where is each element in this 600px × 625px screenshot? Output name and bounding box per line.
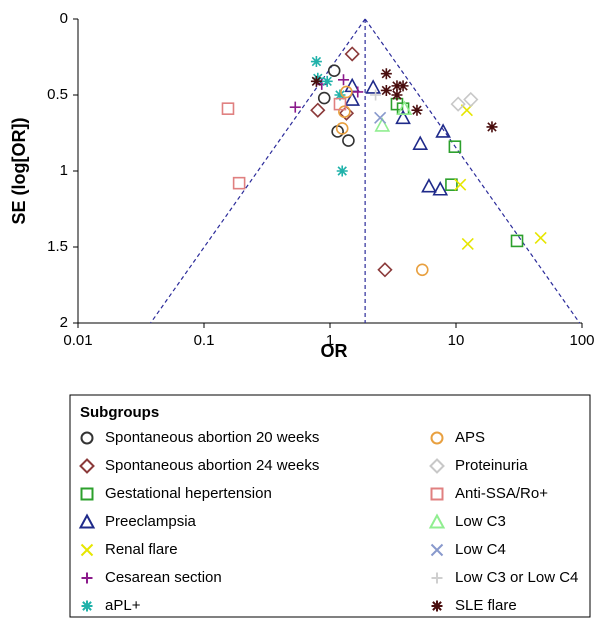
legend-label: APS: [455, 429, 485, 446]
x-tick-label: 1: [326, 332, 334, 349]
point: [338, 105, 351, 119]
x-tick-label: 0.1: [194, 332, 215, 349]
point: [310, 56, 322, 68]
y-tick-label: 0: [60, 10, 68, 27]
legend-label: Anti-SSA/Ro+: [455, 485, 548, 502]
point: [380, 68, 392, 80]
point: [342, 134, 355, 147]
point: [327, 64, 341, 77]
point: [486, 121, 498, 133]
point: [344, 46, 360, 62]
point: [344, 91, 361, 106]
y-axis-label: SE (log[OR]): [9, 118, 29, 225]
legend-title: Subgroups: [80, 404, 159, 421]
point: [336, 165, 348, 177]
point: [411, 104, 423, 116]
point: [445, 178, 458, 191]
funnel-line: [150, 18, 366, 324]
legend-label: Cesarean section: [105, 569, 222, 586]
point: [396, 100, 413, 115]
point: [221, 102, 235, 115]
point: [232, 176, 246, 190]
y-tick-label: 0.5: [47, 86, 68, 103]
point: [435, 123, 451, 138]
point: [310, 75, 322, 87]
point: [312, 72, 324, 84]
legend-marker: [80, 543, 94, 557]
legend-marker: [78, 513, 96, 529]
point: [397, 80, 409, 92]
legend-box: [69, 394, 591, 618]
point: [377, 262, 393, 278]
point: [338, 74, 350, 86]
point: [450, 96, 466, 112]
x-tick-label: 0.01: [63, 332, 92, 349]
point: [338, 105, 355, 121]
legend-label: Proteinuria: [455, 457, 528, 474]
legend-marker: [430, 487, 444, 501]
point: [352, 86, 364, 98]
point: [289, 101, 301, 113]
point: [421, 178, 437, 193]
y-tick-label: 2: [60, 314, 68, 331]
funnel-line: [364, 18, 581, 324]
point: [374, 117, 391, 132]
legend-marker: [79, 458, 95, 474]
legend-marker: [431, 600, 443, 612]
point: [310, 102, 326, 118]
legend-label: Low C3: [455, 513, 506, 530]
legend-marker: [81, 600, 93, 612]
legend-label: Gestational hepertension: [105, 485, 272, 502]
y-tick-label: 1.5: [47, 238, 68, 255]
legend-marker: [428, 513, 446, 529]
legend-marker: [431, 572, 443, 584]
point: [510, 234, 524, 248]
point: [432, 181, 449, 196]
legend-label: Preeclampsia: [105, 513, 197, 530]
legend-label: aPL+: [105, 597, 141, 614]
x-axis-label: OR: [321, 341, 348, 361]
legend-label: Spontaneous abortion 24 weeks: [105, 457, 319, 474]
point: [415, 263, 429, 277]
point: [391, 80, 403, 92]
point: [335, 122, 349, 135]
legend-label: Low C3 or Low C4: [455, 569, 578, 586]
legend-marker: [81, 572, 93, 584]
legend-marker: [80, 487, 94, 501]
point: [463, 91, 479, 108]
legend-label: Renal flare: [105, 541, 178, 558]
point: [370, 89, 382, 101]
legend-marker: [429, 458, 445, 474]
point: [412, 135, 429, 150]
point: [395, 109, 411, 125]
x-tick-label: 100: [569, 332, 594, 349]
legend-marker: [80, 431, 94, 445]
y-tick-label: 1: [60, 162, 68, 179]
point: [321, 75, 333, 87]
point: [534, 231, 547, 244]
point: [365, 79, 381, 94]
point: [317, 91, 331, 105]
legend-marker: [430, 431, 444, 445]
point: [454, 178, 467, 191]
point: [333, 97, 347, 111]
point: [334, 89, 346, 101]
point: [391, 89, 403, 101]
point: [380, 84, 392, 96]
legend-marker: [430, 543, 444, 557]
point: [461, 237, 474, 251]
x-tick-label: 10: [448, 332, 465, 349]
point: [340, 85, 353, 99]
point: [374, 111, 387, 124]
legend-label: Low C4: [455, 541, 506, 558]
legend-label: SLE flare: [455, 597, 517, 614]
legend-label: Spontaneous abortion 20 weeks: [105, 429, 319, 446]
point: [448, 140, 462, 153]
